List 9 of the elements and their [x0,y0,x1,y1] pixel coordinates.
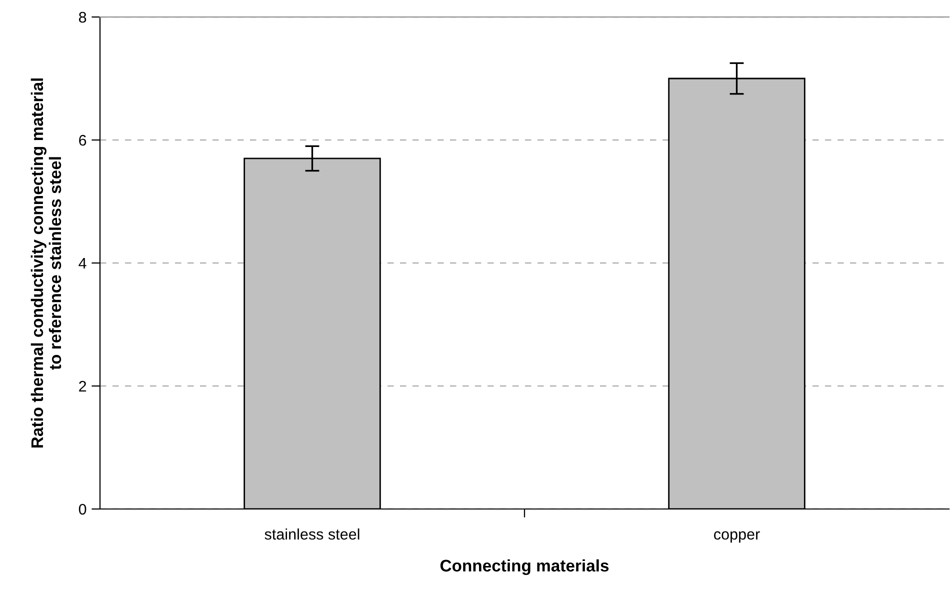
y-tick-label: 4 [78,258,86,269]
y-tick-label: 6 [79,134,86,146]
x-tick-label: copper [714,531,760,543]
x-axis-title: Connecting materials [440,559,609,575]
y-tick-label: 8 [78,12,86,23]
x-tick-label: stainless steel [264,528,360,540]
y-tick-label: 2 [79,380,86,392]
y-axis-title: Ratio thermal conductivity connecting material to reference stainless steel [30,78,62,448]
y-tick-label: 0 [78,504,86,515]
